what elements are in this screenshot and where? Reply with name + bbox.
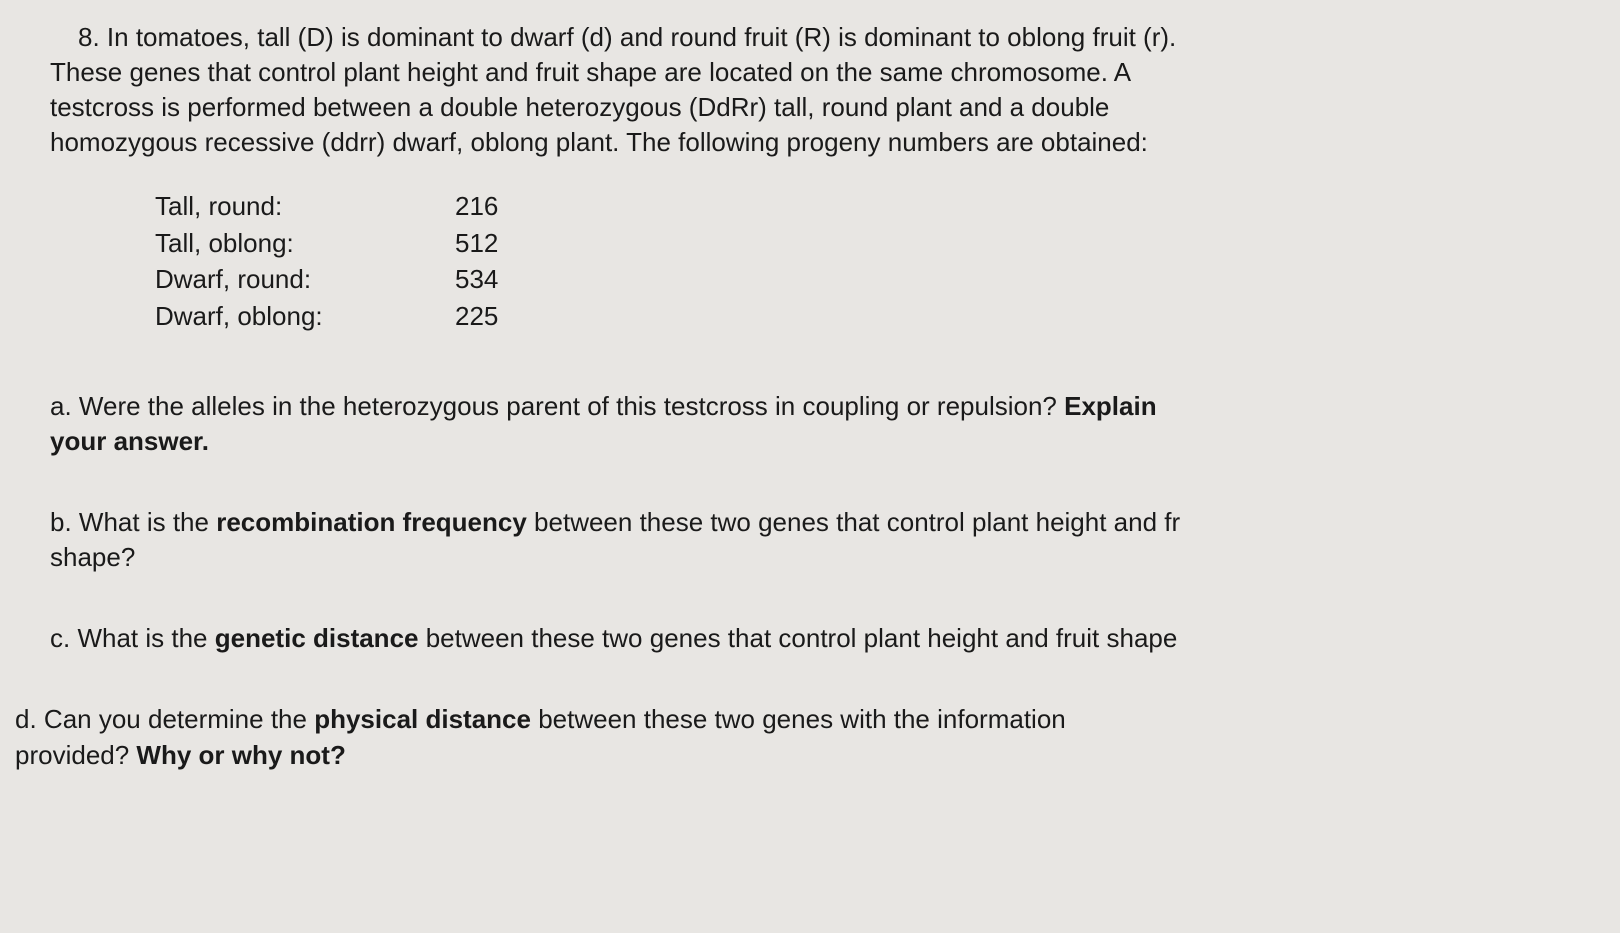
subquestion-c: c. What is the genetic distance between …: [50, 621, 1605, 656]
sub-text: shape?: [50, 542, 135, 572]
sub-text-bold: physical distance: [314, 704, 531, 734]
sub-text: between these two genes that control pla…: [418, 623, 1177, 653]
main-question: 8. In tomatoes, tall (D) is dominant to …: [50, 20, 1605, 160]
table-row: Tall, oblong: 512: [155, 225, 1605, 261]
data-label: Dwarf, oblong:: [155, 298, 455, 334]
data-label: Tall, oblong:: [155, 225, 455, 261]
sub-text: What is the: [77, 623, 214, 653]
subquestion-a: a. Were the alleles in the heterozygous …: [50, 389, 1605, 459]
sub-text-bold: recombination frequency: [216, 507, 527, 537]
sub-text: between these two genes that control pla…: [527, 507, 1180, 537]
question-text-line1: In tomatoes, tall (D) is dominant to dwa…: [107, 22, 1176, 52]
question-number: 8.: [78, 22, 100, 52]
subquestion-b: b. What is the recombination frequency b…: [50, 505, 1605, 575]
subquestion-d: d. Can you determine the physical distan…: [15, 702, 1605, 772]
sub-text-bold: your answer.: [50, 426, 209, 456]
data-value: 225: [455, 298, 555, 334]
data-value: 512: [455, 225, 555, 261]
sub-text-bold: genetic distance: [215, 623, 419, 653]
sub-text-bold: Explain: [1064, 391, 1156, 421]
sub-text: Can you determine the: [44, 704, 314, 734]
progeny-data-table: Tall, round: 216 Tall, oblong: 512 Dwarf…: [155, 188, 1605, 334]
data-value: 534: [455, 261, 555, 297]
sub-label: d.: [15, 704, 37, 734]
sub-text: provided?: [15, 740, 136, 770]
data-label: Dwarf, round:: [155, 261, 455, 297]
table-row: Dwarf, oblong: 225: [155, 298, 1605, 334]
question-paragraph: 8. In tomatoes, tall (D) is dominant to …: [50, 20, 1605, 160]
data-label: Tall, round:: [155, 188, 455, 224]
sub-text: What is the: [79, 507, 216, 537]
question-text-line4: homozygous recessive (ddrr) dwarf, oblon…: [50, 127, 1148, 157]
question-text-line2: These genes that control plant height an…: [50, 57, 1131, 87]
data-value: 216: [455, 188, 555, 224]
table-row: Tall, round: 216: [155, 188, 1605, 224]
sub-text: Were the alleles in the heterozygous par…: [79, 391, 1064, 421]
sub-label: b.: [50, 507, 72, 537]
table-row: Dwarf, round: 534: [155, 261, 1605, 297]
sub-label: a.: [50, 391, 72, 421]
sub-text: between these two genes with the informa…: [531, 704, 1066, 734]
sub-text-bold: Why or why not?: [136, 740, 345, 770]
sub-label: c.: [50, 623, 70, 653]
question-text-line3: testcross is performed between a double …: [50, 92, 1109, 122]
